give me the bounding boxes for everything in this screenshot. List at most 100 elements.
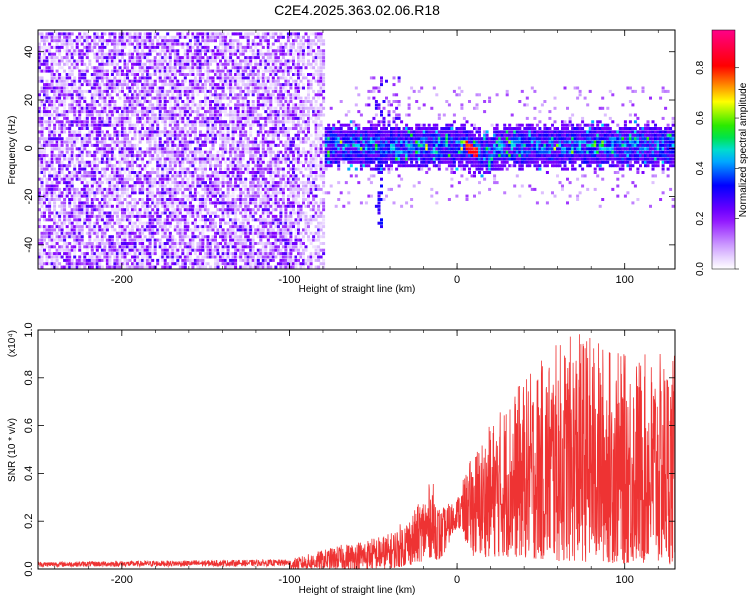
heatmap-cell — [198, 160, 202, 164]
heatmap-cell — [204, 59, 207, 63]
heatmap-cell — [123, 100, 127, 103]
heatmap-cell — [216, 191, 220, 195]
heatmap-cell — [241, 154, 245, 158]
heatmap-cell — [98, 56, 102, 60]
heatmap-cell — [138, 228, 142, 232]
heatmap-cell — [221, 238, 225, 242]
heatmap-cell — [143, 204, 147, 208]
heatmap-cell — [171, 238, 175, 242]
heatmap-cell — [224, 56, 228, 60]
heatmap-cell — [48, 110, 52, 114]
heatmap-cell — [173, 113, 177, 117]
heatmap-cell — [45, 225, 49, 229]
heatmap-cell — [113, 174, 117, 178]
heatmap-cell — [221, 56, 225, 60]
heatmap-cell — [58, 160, 62, 164]
heatmap-cell — [219, 231, 222, 235]
heatmap-cell — [231, 147, 235, 151]
heatmap-cell — [271, 248, 275, 252]
heatmap-cell — [254, 42, 258, 46]
heatmap-cell — [266, 218, 270, 222]
heatmap-cell — [163, 225, 167, 229]
heatmap-cell — [234, 208, 238, 212]
heatmap-cell — [264, 66, 268, 70]
heatmap-cell — [186, 66, 190, 70]
heatmap-cell — [141, 86, 145, 90]
heatmap-cell — [93, 160, 97, 164]
heatmap-cell — [163, 160, 167, 164]
heatmap-cell — [133, 221, 137, 225]
heatmap-cell — [211, 120, 215, 124]
heatmap-cell — [239, 245, 243, 249]
heatmap-cell — [204, 45, 207, 49]
heatmap-cell — [108, 120, 112, 124]
heatmap-cell — [274, 198, 278, 201]
heatmap-cell — [156, 201, 160, 205]
heatmap-cell — [246, 221, 250, 225]
heatmap-cell — [271, 255, 275, 259]
heatmap-cell — [121, 248, 124, 252]
heatmap-cell — [141, 255, 145, 259]
heatmap-cell — [93, 214, 97, 218]
heatmap-cell — [53, 214, 57, 218]
heatmap-cell — [43, 214, 46, 218]
heatmap-cell — [264, 52, 268, 56]
heatmap-cell — [196, 157, 200, 161]
heatmap-cell — [163, 45, 167, 49]
heatmap-cell — [148, 211, 152, 215]
heatmap-cell — [256, 83, 260, 87]
heatmap-cell — [43, 143, 46, 147]
heatmap-cell — [58, 49, 62, 53]
heatmap-cell — [261, 39, 265, 43]
heatmap-cell — [173, 83, 177, 87]
heatmap-cell — [239, 198, 243, 201]
heatmap-cell — [158, 245, 162, 249]
heatmap-cell — [85, 42, 89, 46]
heatmap-cell — [158, 49, 162, 53]
heatmap-cell — [65, 214, 69, 218]
heatmap-cell — [80, 208, 84, 212]
heatmap-cell — [95, 93, 99, 97]
heatmap-cell — [146, 211, 150, 215]
heatmap-cell — [118, 258, 122, 262]
heatmap-cell — [158, 174, 162, 178]
heatmap-cell — [121, 191, 124, 195]
heatmap-cell — [75, 66, 79, 70]
heatmap-cell — [178, 62, 182, 66]
heatmap-cell — [133, 96, 137, 100]
heatmap-cell — [274, 191, 278, 195]
heatmap-cell — [138, 262, 142, 266]
heatmap-cell — [181, 201, 185, 205]
heatmap-cell — [166, 56, 170, 60]
heatmap-cell — [98, 228, 102, 232]
heatmap-cell — [239, 154, 243, 158]
heatmap-cell — [148, 137, 152, 141]
heatmap-cell — [239, 49, 243, 53]
heatmap-cell — [98, 133, 102, 137]
heatmap-cell — [261, 93, 265, 97]
heatmap-cell — [105, 238, 109, 242]
heatmap-cell — [138, 164, 142, 168]
heatmap-cell — [58, 52, 62, 56]
heatmap-cell — [259, 157, 263, 161]
heatmap-cell — [269, 100, 273, 103]
heatmap-cell — [231, 204, 235, 208]
heatmap-cell — [151, 42, 155, 46]
heatmap-cell — [146, 73, 150, 76]
heatmap-cell — [214, 174, 217, 178]
heatmap-cell — [193, 218, 197, 222]
heatmap-cell — [204, 262, 207, 266]
heatmap-cell — [128, 258, 132, 262]
heatmap-cell — [126, 110, 129, 114]
heatmap-cell — [115, 231, 119, 235]
heatmap-cell — [115, 258, 119, 262]
heatmap-cell — [171, 150, 175, 154]
heatmap-cell — [115, 42, 119, 46]
heatmap-cell — [118, 42, 122, 46]
heatmap-cell — [75, 100, 79, 103]
heatmap-cell — [246, 225, 250, 229]
heatmap-cell — [85, 106, 89, 110]
heatmap-cell — [166, 89, 170, 93]
heatmap-cell — [264, 187, 268, 191]
heatmap-cell — [75, 110, 79, 114]
